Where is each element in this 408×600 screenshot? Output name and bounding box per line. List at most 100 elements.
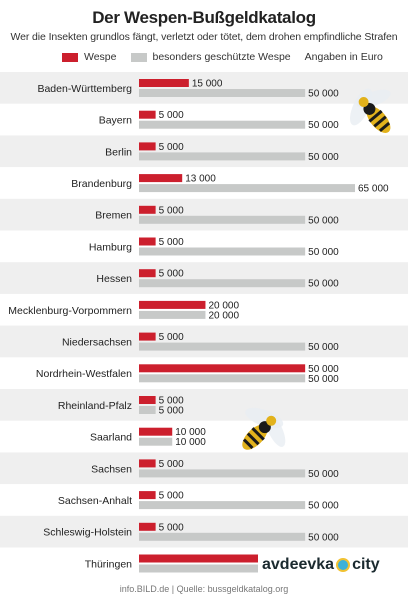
value-label-wespe: 5 000 xyxy=(159,522,184,533)
value-label-geschuetzt: 20 000 xyxy=(208,310,239,321)
row-stripe xyxy=(0,262,408,294)
bar-geschuetzt xyxy=(139,532,306,541)
row-stripe xyxy=(0,515,408,548)
value-label-wespe: 5 000 xyxy=(159,142,184,153)
value-label-wespe: 15 000 xyxy=(192,79,223,90)
value-label-geschuetzt: 50 000 xyxy=(308,247,339,258)
value-label-geschuetzt: 50 000 xyxy=(308,342,339,353)
category-label: Bremen xyxy=(95,210,132,222)
legend-swatch-wespe xyxy=(62,52,78,62)
bar-wespe xyxy=(139,237,156,246)
value-label-geschuetzt: 50 000 xyxy=(308,279,339,290)
chart-title: Der Wespen-Bußgeldkatalog xyxy=(92,8,316,27)
bar-geschuetzt xyxy=(139,89,306,97)
category-label: Hessen xyxy=(96,273,132,285)
category-label: Sachsen-Anhalt xyxy=(58,495,132,507)
wasp-illustrations xyxy=(242,88,391,450)
legend-unit-note: Angaben in Euro xyxy=(304,51,383,63)
bar-geschuetzt xyxy=(139,501,306,510)
value-label-wespe: 5 000 xyxy=(159,332,184,343)
bar-wespe xyxy=(139,269,156,278)
value-label-wespe: 5 000 xyxy=(159,237,184,248)
bar-wespe xyxy=(139,142,156,151)
category-label: Nordrhein-Westfalen xyxy=(36,368,132,380)
value-label-geschuetzt: 50 000 xyxy=(308,120,339,131)
bar-geschuetzt xyxy=(139,279,306,288)
value-label-wespe: 13 000 xyxy=(185,174,216,185)
legend-swatch-geschuetzt xyxy=(130,52,147,62)
row-stripe xyxy=(0,389,408,421)
legend-item-wespe: Wespe xyxy=(62,51,117,63)
category-label: Berlin xyxy=(105,146,132,158)
value-label-geschuetzt: 5 000 xyxy=(159,406,184,417)
category-label: Hamburg xyxy=(89,241,132,253)
legend-label-geschuetzt: besonders geschützte Wespe xyxy=(152,51,291,63)
value-label-geschuetzt: 50 000 xyxy=(308,215,339,226)
category-label: Brandenburg xyxy=(71,178,132,190)
row-stripe xyxy=(0,198,408,231)
bar-wespe xyxy=(139,332,156,341)
source-footer: info.BILD.de | Quelle: bussgeldkatalog.o… xyxy=(119,584,289,594)
legend-item-geschuetzt: besonders geschützte Wespe xyxy=(130,51,291,63)
value-label-wespe: 50 000 xyxy=(308,364,339,375)
legend-label-wespe: Wespe xyxy=(84,51,117,63)
value-label-wespe: 20 000 xyxy=(208,300,239,311)
value-label-wespe: 5 000 xyxy=(159,269,184,280)
category-label: Sachsen xyxy=(91,463,132,475)
row-stripe xyxy=(0,135,408,168)
chart-subtitle: Wer die Insekten grundlos fängt, verletz… xyxy=(10,31,398,43)
value-label-geschuetzt: 50 000 xyxy=(308,469,339,480)
bar-geschuetzt xyxy=(139,406,156,414)
bar-wespe xyxy=(139,110,156,119)
bar-geschuetzt xyxy=(139,120,306,129)
bar-geschuetzt xyxy=(139,152,306,161)
category-label: Bayern xyxy=(99,115,132,127)
bar-wespe xyxy=(139,554,306,563)
bar-geschuetzt xyxy=(139,374,306,383)
value-label-wespe: 5 000 xyxy=(159,491,184,502)
logo-text-left: avdeevka xyxy=(262,556,335,573)
legend: Wespe besonders geschützte Wespe Angaben… xyxy=(62,50,397,64)
bar-geschuetzt xyxy=(139,215,306,224)
category-label: Schleswig-Holstein xyxy=(43,527,132,539)
bar-wespe xyxy=(139,174,183,183)
value-label-geschuetzt: 50 000 xyxy=(308,89,339,100)
value-label-geschuetzt: 50 000 xyxy=(308,532,339,543)
value-label-wespe: 5 000 xyxy=(159,459,184,470)
category-label: Mecklenburg-Vorpommern xyxy=(8,305,132,317)
bar-geschuetzt xyxy=(139,247,306,256)
category-label: Baden-Württemberg xyxy=(37,83,132,95)
bar-wespe xyxy=(139,491,156,500)
category-label: Saarland xyxy=(90,432,132,444)
category-label: Rheinland-Pfalz xyxy=(58,400,132,412)
value-label-wespe: 10 000 xyxy=(175,427,206,438)
bar-geschuetzt xyxy=(139,342,306,351)
bar-wespe xyxy=(139,300,206,309)
row-stripe xyxy=(0,452,408,485)
bar-wespe xyxy=(139,427,173,436)
value-label-geschuetzt: 65 000 xyxy=(358,184,389,195)
bar-wespe xyxy=(139,205,156,214)
category-label: Thüringen xyxy=(85,558,132,570)
category-label: Niedersachsen xyxy=(62,336,132,348)
bar-wespe xyxy=(139,459,156,468)
row-stripe xyxy=(0,72,408,104)
bar-wespe xyxy=(139,364,306,373)
value-label-geschuetzt: 50 000 xyxy=(308,501,339,512)
wasp-icon xyxy=(349,88,391,133)
bar-wespe xyxy=(139,396,156,404)
bar-wespe xyxy=(139,79,189,87)
value-label-wespe: 5 000 xyxy=(159,110,184,121)
value-label-geschuetzt: 50 000 xyxy=(308,374,339,385)
bar-wespe xyxy=(139,522,156,531)
watermark-logo: avdeevka city xyxy=(258,552,390,578)
value-label-geschuetzt: 50 000 xyxy=(308,152,339,163)
value-label-wespe: 5 000 xyxy=(159,205,184,216)
value-label-geschuetzt: 10 000 xyxy=(175,437,206,448)
row-stripe xyxy=(0,325,408,358)
bar-geschuetzt xyxy=(139,469,306,478)
value-label-wespe: 5 000 xyxy=(159,396,184,407)
logo-dot-icon xyxy=(336,558,351,572)
logo-text-right: city xyxy=(352,556,380,573)
